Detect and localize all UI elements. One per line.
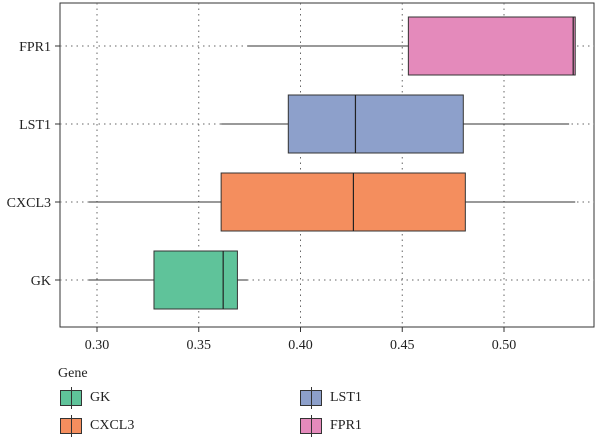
x-tick-label-3: 0.45 — [390, 338, 415, 353]
legend-item-cxcl3: CXCL3 — [60, 415, 135, 437]
box-gk — [88, 250, 248, 310]
y-tick-label-cxcl3: CXCL3 — [7, 196, 51, 211]
iqr-box-lst1 — [287, 94, 464, 154]
legend-label-cxcl3: CXCL3 — [90, 418, 135, 433]
legend-key-fpr1 — [300, 415, 322, 437]
legend-item-lst1: LST1 — [300, 387, 362, 409]
x-tick-label-0: 0.30 — [85, 338, 110, 353]
boxplot-chart: GK CXCL3 LST1 FPR1 0.30 0.35 0.40 0.45 0.50 — [7, 2, 595, 353]
x-tick-label-2: 0.40 — [288, 338, 313, 353]
y-tick-label-lst1: LST1 — [19, 118, 51, 133]
legend-label-fpr1: FPR1 — [330, 418, 362, 433]
legend: Gene GK LST1 CXCL3 FPR1 — [58, 366, 598, 437]
iqr-box-gk — [153, 250, 238, 310]
boxes — [88, 16, 576, 310]
y-axis: GK CXCL3 LST1 FPR1 — [7, 40, 60, 289]
legend-label-gk: GK — [90, 390, 111, 405]
legend-item-fpr1: FPR1 — [300, 415, 362, 437]
box-fpr1 — [247, 16, 576, 76]
x-tick-label-1: 0.35 — [187, 338, 212, 353]
y-tick-label-gk: GK — [31, 274, 51, 289]
legend-item-gk: GK — [60, 387, 111, 409]
legend-key-cxcl3 — [60, 415, 82, 437]
iqr-box-cxcl3 — [220, 172, 466, 232]
y-tick-label-fpr1: FPR1 — [19, 40, 51, 55]
legend-title: Gene — [58, 366, 88, 381]
legend-key-lst1 — [300, 387, 322, 409]
iqr-box-fpr1 — [407, 16, 576, 76]
box-lst1 — [221, 94, 570, 154]
legend-key-gk — [60, 387, 82, 409]
x-axis: 0.30 0.35 0.40 0.45 0.50 — [85, 327, 517, 353]
box-cxcl3 — [88, 172, 576, 232]
plot-frame — [59, 2, 595, 328]
legend-label-lst1: LST1 — [330, 390, 362, 405]
x-tick-label-4: 0.50 — [492, 338, 517, 353]
